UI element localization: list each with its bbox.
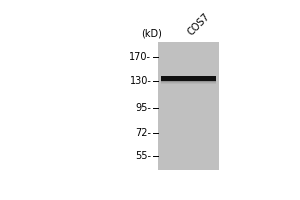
Bar — [161, 81, 216, 82]
Bar — [158, 42, 219, 170]
Text: 55-: 55- — [135, 151, 152, 161]
Bar — [161, 76, 216, 81]
Text: COS7: COS7 — [186, 12, 212, 38]
Text: 72-: 72- — [135, 128, 152, 138]
Bar — [161, 83, 216, 84]
Text: (kD): (kD) — [141, 28, 162, 38]
Text: 170-: 170- — [129, 52, 152, 62]
Bar — [161, 82, 216, 83]
Text: 95-: 95- — [136, 103, 152, 113]
Text: 130-: 130- — [130, 76, 152, 86]
